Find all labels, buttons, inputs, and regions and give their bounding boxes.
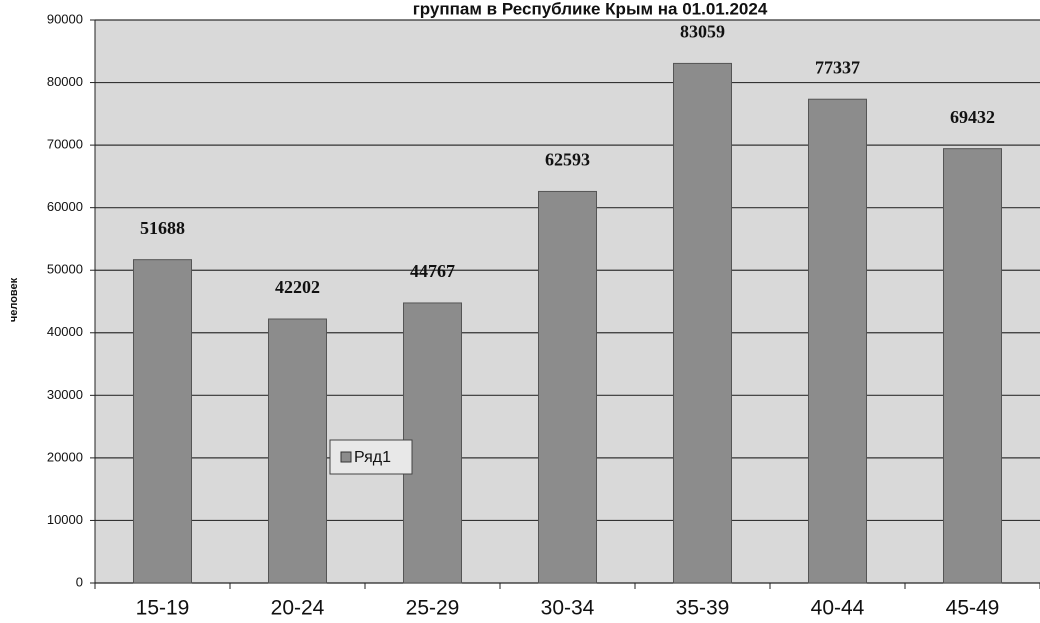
data-label: 42202 (275, 277, 320, 297)
y-tick-label: 80000 (47, 74, 83, 89)
bar (268, 318, 327, 584)
x-tick-label: 35-39 (676, 597, 730, 620)
x-tick-label: 30-34 (541, 597, 595, 620)
bar (403, 302, 462, 584)
x-tick-label: 25-29 (406, 597, 460, 620)
y-tick-label: 60000 (47, 199, 83, 214)
x-tick-label: 45-49 (946, 597, 1000, 620)
y-tick-label: 70000 (47, 137, 83, 152)
legend-swatch (340, 451, 352, 463)
data-label: 51688 (140, 218, 185, 238)
x-tick-label: 40-44 (811, 597, 865, 620)
data-label: 62593 (545, 150, 590, 170)
y-axis-label: человек (8, 277, 20, 322)
chart-title: группам в Республике Крым на 01.01.2024 (413, 0, 768, 18)
bar (538, 190, 597, 584)
data-label: 77337 (815, 57, 860, 77)
y-tick-label: 30000 (47, 387, 83, 402)
x-tick-label: 20-24 (271, 597, 325, 620)
legend-label: Ряд1 (354, 449, 391, 466)
bar (943, 148, 1002, 584)
y-tick-label: 50000 (47, 262, 83, 277)
y-tick-label: 20000 (47, 449, 83, 464)
bar (808, 98, 867, 584)
y-tick-label: 0 (76, 574, 83, 589)
bar (673, 62, 732, 584)
data-label: 69432 (950, 107, 995, 127)
data-label: 44767 (410, 261, 455, 281)
data-label: 83059 (680, 22, 725, 42)
bar (133, 259, 192, 584)
x-tick-label: 15-19 (136, 597, 190, 620)
y-tick-label: 10000 (47, 512, 83, 527)
y-tick-label: 90000 (47, 11, 83, 26)
y-tick-label: 40000 (47, 324, 83, 339)
